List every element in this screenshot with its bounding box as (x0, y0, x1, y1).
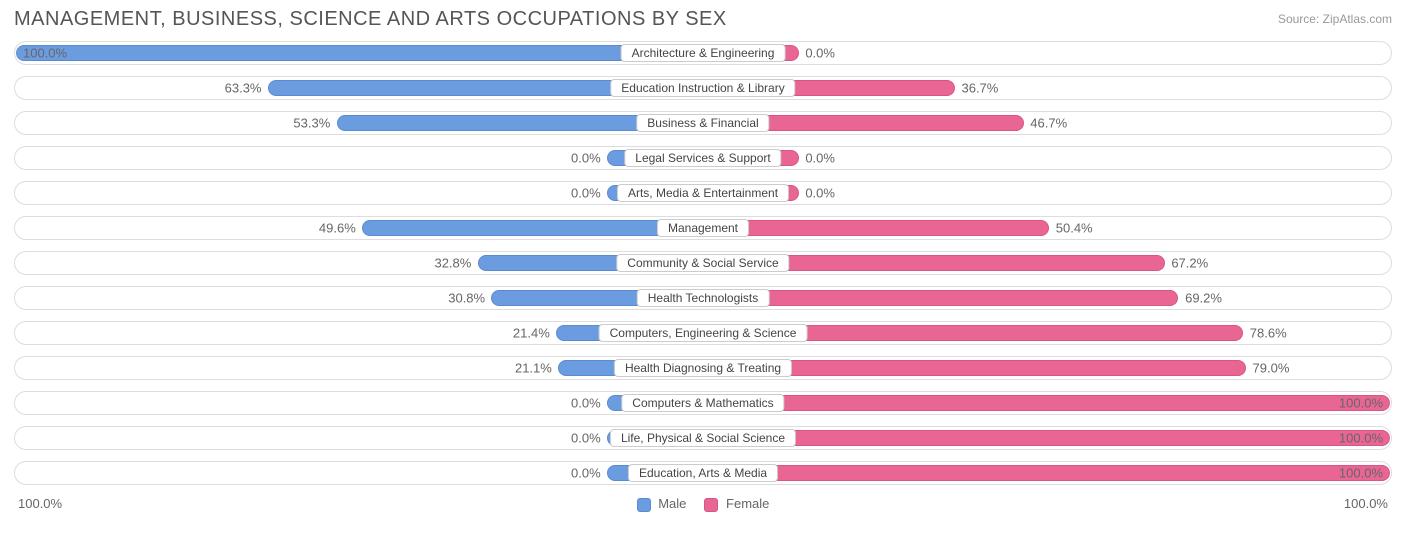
category-label: Architecture & Engineering (621, 44, 786, 62)
chart-row: Arts, Media & Entertainment 0.0% 0.0% (14, 181, 1392, 205)
male-value-label: 63.3% (225, 81, 262, 96)
female-value-label: 36.7% (961, 81, 998, 96)
axis-right-cap: 100.0% (1344, 496, 1388, 511)
female-bar (703, 220, 1049, 236)
female-swatch-icon (704, 498, 718, 512)
male-value-label: 0.0% (571, 431, 601, 446)
female-half (703, 218, 1390, 238)
male-value-label: 0.0% (571, 151, 601, 166)
chart-row: Health Diagnosing & Treating 21.1% 79.0% (14, 356, 1392, 380)
female-value-label: 100.0% (1339, 431, 1383, 446)
chart-row: Education Instruction & Library 63.3% 36.7… (14, 76, 1392, 100)
male-half (16, 358, 703, 378)
male-half (16, 78, 703, 98)
male-value-label: 21.4% (513, 326, 550, 341)
chart-row: Community & Social Service 32.8% 67.2% (14, 251, 1392, 275)
chart-row: Computers, Engineering & Science 21.4% 78.… (14, 321, 1392, 345)
female-value-label: 69.2% (1185, 291, 1222, 306)
female-value-label: 0.0% (805, 151, 835, 166)
chart-row: Business & Financial 53.3% 46.7% (14, 111, 1392, 135)
chart-legend: Male Female (637, 496, 770, 512)
category-label: Business & Financial (636, 114, 769, 132)
male-value-label: 30.8% (448, 291, 485, 306)
category-label: Community & Social Service (616, 254, 789, 272)
male-value-label: 32.8% (434, 256, 471, 271)
category-label: Health Diagnosing & Treating (614, 359, 792, 377)
chart-row: Management 49.6% 50.4% (14, 216, 1392, 240)
male-value-label: 0.0% (571, 186, 601, 201)
male-value-label: 49.6% (319, 221, 356, 236)
female-bar (703, 395, 1390, 411)
male-bar (362, 220, 703, 236)
chart-row: Computers & Mathematics 0.0% 100.0% (14, 391, 1392, 415)
category-label: Computers, Engineering & Science (599, 324, 808, 342)
female-half (703, 288, 1390, 308)
female-value-label: 78.6% (1250, 326, 1287, 341)
female-half (703, 78, 1390, 98)
legend-female-label: Female (726, 496, 769, 511)
male-half (16, 288, 703, 308)
chart-header: MANAGEMENT, BUSINESS, SCIENCE AND ARTS O… (10, 8, 1396, 37)
male-value-label: 53.3% (293, 116, 330, 131)
female-bar (703, 430, 1390, 446)
female-value-label: 79.0% (1253, 361, 1290, 376)
chart-row: Life, Physical & Social Science 0.0% 100.0… (14, 426, 1392, 450)
category-label: Legal Services & Support (624, 149, 781, 167)
male-value-label: 21.1% (515, 361, 552, 376)
chart-row: Architecture & Engineering 100.0% 0.0% (14, 41, 1392, 65)
female-half (703, 253, 1390, 273)
category-label: Computers & Mathematics (621, 394, 784, 412)
female-value-label: 100.0% (1339, 396, 1383, 411)
chart-row: Health Technologists 30.8% 69.2% (14, 286, 1392, 310)
male-half (16, 113, 703, 133)
male-value-label: 0.0% (571, 466, 601, 481)
category-label: Arts, Media & Entertainment (617, 184, 789, 202)
chart-footer: 100.0% Male Female 100.0% (10, 496, 1396, 512)
legend-male-label: Male (658, 496, 686, 511)
female-bar (703, 465, 1390, 481)
chart-rows: Architecture & Engineering100.0%0.0%Educ… (10, 37, 1396, 485)
category-label: Life, Physical & Social Science (610, 429, 796, 447)
female-value-label: 0.0% (805, 46, 835, 61)
female-value-label: 50.4% (1056, 221, 1093, 236)
male-swatch-icon (637, 498, 651, 512)
category-label: Health Technologists (637, 289, 770, 307)
female-bar (703, 290, 1178, 306)
female-half (703, 428, 1390, 448)
category-label: Education, Arts & Media (628, 464, 778, 482)
category-label: Education Instruction & Library (610, 79, 795, 97)
chart-row: Legal Services & Support 0.0% 0.0% (14, 146, 1392, 170)
male-half (16, 43, 703, 63)
female-half (703, 463, 1390, 483)
male-value-label: 0.0% (571, 396, 601, 411)
female-half (703, 393, 1390, 413)
axis-left-cap: 100.0% (18, 496, 62, 511)
legend-item-female: Female (704, 496, 769, 512)
female-value-label: 0.0% (805, 186, 835, 201)
male-half (16, 253, 703, 273)
chart-row: Education, Arts & Media 0.0% 100.0% (14, 461, 1392, 485)
male-value-label: 100.0% (23, 46, 67, 61)
male-half (16, 218, 703, 238)
chart-title: MANAGEMENT, BUSINESS, SCIENCE AND ARTS O… (14, 8, 727, 31)
female-value-label: 46.7% (1030, 116, 1067, 131)
category-label: Management (657, 219, 749, 237)
chart-source: Source: ZipAtlas.com (1278, 8, 1392, 26)
female-value-label: 67.2% (1171, 256, 1208, 271)
male-bar (16, 45, 703, 61)
female-value-label: 100.0% (1339, 466, 1383, 481)
occupations-by-sex-chart: MANAGEMENT, BUSINESS, SCIENCE AND ARTS O… (0, 0, 1406, 559)
legend-item-male: Male (637, 496, 687, 512)
